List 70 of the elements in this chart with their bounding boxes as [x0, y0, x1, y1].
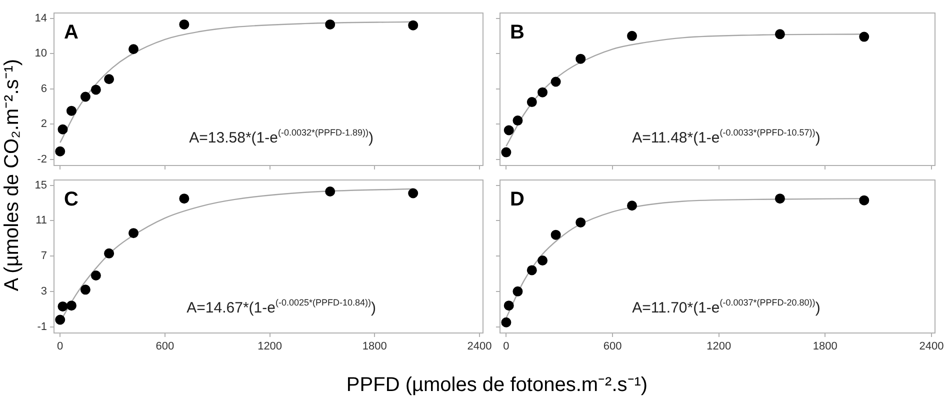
point	[859, 195, 870, 206]
x-tick-label: 2400	[919, 340, 944, 353]
x-tick-label: 1200	[258, 340, 282, 353]
point	[58, 124, 68, 134]
point	[90, 270, 101, 281]
y-tick-label: -1	[37, 320, 47, 333]
point	[504, 125, 514, 136]
x-tick-label: 2400	[467, 340, 492, 353]
y-tick-label: 11	[36, 214, 47, 227]
chart-title: C	[64, 188, 78, 211]
point	[104, 248, 114, 258]
point	[90, 84, 101, 95]
point	[538, 255, 548, 266]
point	[501, 317, 512, 328]
point	[526, 265, 537, 276]
y-tick-label: 3	[40, 285, 47, 298]
point	[66, 300, 76, 311]
chart-title: D	[510, 188, 524, 211]
y-tick-label: 7	[40, 250, 47, 262]
x-tick-label: 1200	[706, 340, 732, 353]
point	[55, 146, 66, 156]
y-tick-label: -2	[37, 153, 47, 166]
point	[128, 228, 139, 238]
y-tick-label: 15	[34, 179, 47, 192]
point	[627, 200, 638, 211]
point	[576, 217, 586, 228]
point	[859, 32, 870, 42]
annotation: A=13.58*(1-e$^{(-0.0032*(PPFD-1.89))}$)	[189, 127, 374, 146]
point	[408, 20, 418, 30]
point	[627, 30, 638, 41]
point	[325, 19, 336, 30]
point	[774, 194, 785, 204]
annotation: A=14.67*(1-e$^{(-0.0025*(PPFD-10.84))}$)	[186, 297, 376, 316]
annotation: A=11.70*(1-e$^{(-0.0037*(PPFD-20.80))}$)	[632, 297, 820, 316]
y-tick-label: 6	[40, 82, 47, 95]
x-tick-label: 600	[156, 340, 174, 353]
y-tick-label: 10	[34, 48, 47, 60]
chart-title: A	[64, 22, 78, 44]
point	[325, 186, 336, 196]
point	[526, 97, 537, 108]
point	[504, 300, 514, 311]
x-tick-label: 600	[603, 340, 622, 353]
point	[104, 74, 114, 84]
point	[179, 19, 190, 30]
point	[80, 284, 90, 295]
y-axis-title: A (µmoles de CO₂.m⁻².s⁻¹)	[0, 58, 24, 294]
point	[501, 147, 512, 158]
point	[576, 54, 586, 64]
point	[55, 314, 66, 325]
x-tick-label: 0	[503, 340, 510, 353]
annotation: A=11.48*(1-e$^{(-0.0033*(PPFD-10.57))}$)	[632, 127, 820, 146]
point	[550, 76, 561, 87]
point	[774, 29, 785, 40]
x-axis-title: PPFD (µmoles de fotones.m⁻².s⁻¹)	[345, 373, 649, 397]
point	[58, 301, 68, 312]
x-tick-label: 0	[57, 340, 64, 353]
point	[408, 188, 418, 198]
point	[80, 92, 90, 102]
point	[179, 194, 190, 204]
point	[66, 106, 76, 116]
x-tick-label: 1800	[812, 340, 838, 353]
chart-title: B	[510, 22, 524, 44]
point	[512, 286, 523, 296]
point	[538, 87, 548, 98]
y-tick-label: 14	[34, 12, 47, 24]
point	[512, 116, 523, 126]
point	[550, 230, 561, 240]
y-tick-label: 2	[40, 118, 47, 130]
x-tick-label: 1800	[362, 340, 387, 353]
point	[128, 44, 139, 54]
